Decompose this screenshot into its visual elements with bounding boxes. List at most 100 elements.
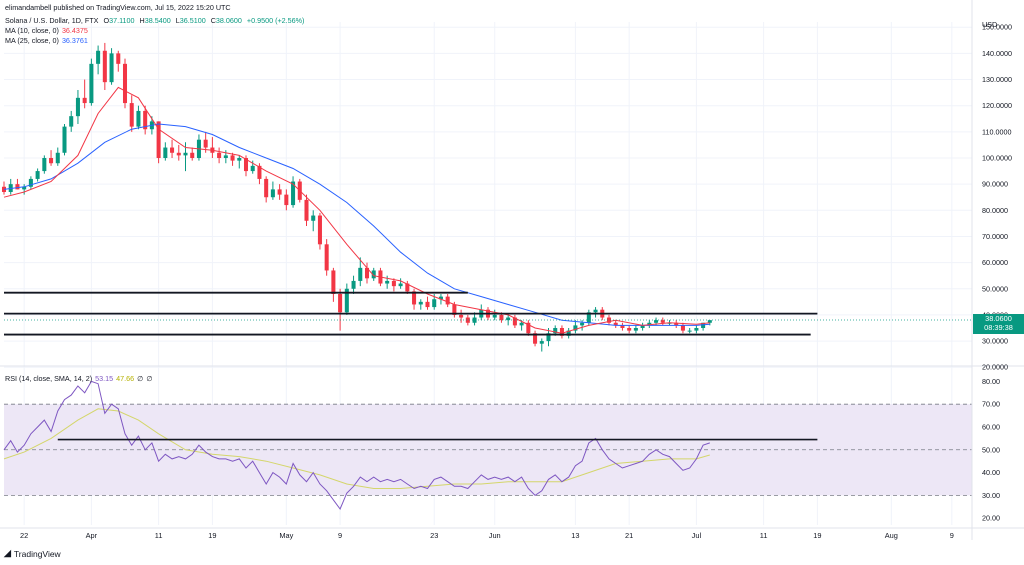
candle bbox=[324, 239, 329, 276]
candle-body bbox=[270, 189, 275, 198]
candle-body bbox=[405, 283, 410, 292]
candlestick-series bbox=[1, 42, 712, 352]
last-price-tag: 38.0600 08:39:38 bbox=[973, 313, 1024, 334]
candle-body bbox=[284, 194, 289, 206]
candle-body bbox=[371, 270, 376, 279]
rsi-label: RSI (14, close, SMA, 14, 2) bbox=[5, 374, 93, 383]
ohlc-change: +0.9500 (+2.56%) bbox=[246, 16, 305, 25]
rsi-tick-label: 70.00 bbox=[982, 400, 1000, 409]
candle bbox=[539, 338, 544, 352]
candle-body bbox=[163, 147, 168, 158]
candle bbox=[96, 45, 101, 75]
time-tick-label: 22 bbox=[20, 531, 28, 540]
candle-body bbox=[492, 314, 497, 318]
candle-body bbox=[674, 322, 679, 326]
candle-body bbox=[452, 304, 457, 315]
candle bbox=[559, 325, 564, 339]
candle bbox=[526, 320, 531, 336]
candle bbox=[358, 257, 363, 287]
candle-body bbox=[519, 322, 524, 326]
candle-body bbox=[620, 325, 625, 328]
candle-body bbox=[432, 299, 437, 308]
candle-body bbox=[647, 322, 652, 326]
ohlc-low: 36.5100 bbox=[179, 16, 206, 25]
ma25-value: 36.3761 bbox=[61, 36, 88, 45]
candle-body bbox=[257, 165, 262, 179]
candle-body bbox=[317, 215, 322, 245]
candle-body bbox=[633, 328, 638, 331]
rsi-tick-label: 60.00 bbox=[982, 422, 1000, 431]
candle-body bbox=[338, 294, 343, 313]
candle-body bbox=[385, 280, 390, 284]
candle bbox=[331, 267, 336, 302]
candle-body bbox=[331, 270, 336, 294]
ma25-label: MA (25, close, 0) bbox=[5, 36, 59, 45]
candle-body bbox=[344, 288, 349, 313]
candle bbox=[304, 194, 309, 226]
candle bbox=[136, 105, 141, 130]
price-tick-label: 130.0000 bbox=[982, 75, 1012, 84]
candle bbox=[176, 144, 181, 161]
rsi-extra-1: ∅ bbox=[137, 374, 144, 383]
candle-body bbox=[304, 199, 309, 221]
candle bbox=[264, 176, 269, 203]
tradingview-branding[interactable]: ◢ TradingView bbox=[4, 548, 61, 559]
candle bbox=[116, 50, 121, 72]
currency-label: USD bbox=[982, 20, 998, 29]
candle-body bbox=[445, 296, 450, 305]
candle bbox=[291, 176, 296, 208]
candle bbox=[75, 90, 80, 124]
publisher-line: elimandambell published on TradingView.c… bbox=[5, 3, 234, 13]
rsi-legend[interactable]: RSI (14, close, SMA, 14, 2) 53.15 47.66 ∅ ∅ bbox=[5, 374, 156, 384]
candle-body bbox=[701, 322, 706, 328]
candle bbox=[445, 294, 450, 308]
candle-body bbox=[654, 320, 659, 323]
candle bbox=[89, 58, 94, 106]
rsi-band bbox=[4, 403, 972, 496]
rsi-line bbox=[3, 380, 710, 511]
candle-body bbox=[707, 320, 712, 323]
candle-body bbox=[122, 63, 128, 104]
last-price-value: 38.0600 bbox=[985, 313, 1012, 323]
candle-body bbox=[35, 171, 40, 179]
candle-body bbox=[217, 152, 222, 158]
ohlc-high-label: H bbox=[139, 16, 145, 25]
candle-body bbox=[190, 152, 195, 158]
ohlc-close: 38.0600 bbox=[215, 16, 242, 25]
candle-body bbox=[250, 165, 255, 172]
candle bbox=[82, 79, 87, 109]
moving-average-lines bbox=[3, 86, 972, 334]
candle-body bbox=[472, 317, 477, 323]
symbol-name[interactable]: Solana / U.S. Dollar, 1D, FTX bbox=[5, 16, 99, 25]
price-tick-label: 30.0000 bbox=[982, 337, 1008, 346]
time-tick-label: 11 bbox=[155, 531, 163, 540]
candle-body bbox=[42, 158, 47, 172]
ma10-legend[interactable]: MA (10, close, 0) 36.4375 bbox=[5, 26, 91, 36]
price-tick-label: 50.0000 bbox=[982, 284, 1008, 293]
ma25-legend[interactable]: MA (25, close, 0) 36.3761 bbox=[5, 36, 91, 46]
candle-body bbox=[82, 97, 87, 104]
candle bbox=[22, 184, 27, 195]
candle-body bbox=[546, 333, 551, 342]
time-tick-label: 19 bbox=[208, 531, 216, 540]
candle-body bbox=[499, 314, 504, 321]
candle-body bbox=[129, 103, 134, 127]
candle-body bbox=[291, 181, 296, 206]
candle-body bbox=[102, 50, 107, 83]
support-resistance-lines[interactable] bbox=[4, 291, 818, 336]
candle bbox=[129, 95, 134, 132]
rsi-ma-line bbox=[3, 408, 710, 489]
candle-body bbox=[640, 325, 645, 328]
candle-body bbox=[539, 341, 544, 344]
price-tick-label: 140.0000 bbox=[982, 49, 1012, 58]
candle bbox=[371, 267, 376, 281]
candle-body bbox=[170, 147, 175, 153]
time-tick-label: 11 bbox=[760, 531, 768, 540]
ma10-value: 36.4375 bbox=[61, 26, 88, 35]
candle-body bbox=[324, 244, 329, 271]
candle bbox=[317, 212, 322, 250]
candle-body bbox=[143, 110, 148, 130]
candle-body bbox=[176, 152, 181, 156]
ohlc-open: 37.1100 bbox=[109, 16, 135, 25]
